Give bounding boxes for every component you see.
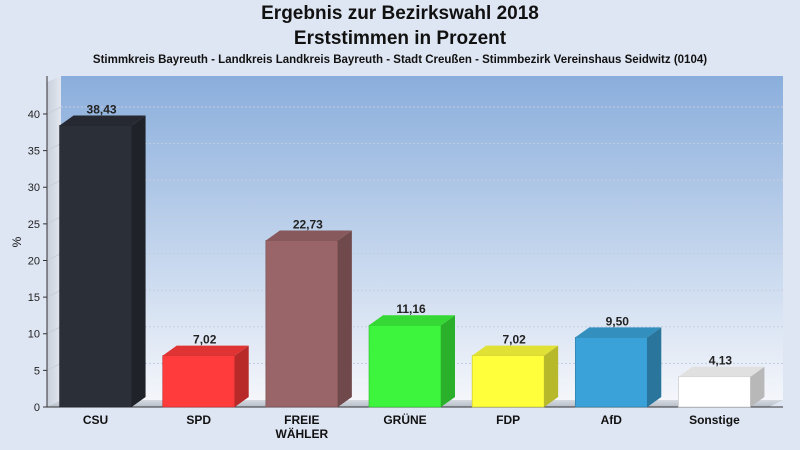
y-tick-label: 0 bbox=[34, 402, 40, 414]
gridline-side bbox=[46, 362, 62, 371]
y-tick-label: 40 bbox=[28, 109, 40, 121]
bar bbox=[59, 115, 146, 408]
bar bbox=[678, 366, 765, 408]
bar bbox=[368, 315, 455, 408]
bar-side bbox=[441, 315, 455, 407]
x-tick-label: GRÜNE bbox=[383, 412, 426, 427]
bar-side bbox=[647, 327, 662, 407]
bar-value-label: 4,13 bbox=[709, 354, 733, 368]
y-tick-label: 30 bbox=[28, 182, 40, 194]
bar-front bbox=[162, 355, 236, 408]
bar-top bbox=[575, 327, 662, 338]
plot-side-wall bbox=[47, 76, 61, 407]
gridline-side bbox=[46, 179, 62, 188]
bar-top bbox=[162, 345, 249, 356]
bar-front bbox=[471, 355, 545, 408]
x-tick-label: FDP bbox=[496, 413, 520, 427]
x-tick-label: FREIE bbox=[284, 413, 319, 427]
bar-value-label: 11,16 bbox=[396, 302, 426, 316]
y-tick-label: 5 bbox=[34, 365, 40, 377]
bar-value-label: 38,43 bbox=[87, 102, 117, 116]
bar-side bbox=[337, 230, 352, 407]
bar-top bbox=[265, 230, 352, 241]
gridline-side bbox=[46, 253, 62, 261]
bar bbox=[574, 327, 662, 408]
bar-value-label: 9,50 bbox=[606, 314, 630, 328]
x-tick-label: CSU bbox=[83, 413, 108, 427]
bar-value-label: 7,02 bbox=[193, 333, 217, 347]
bar bbox=[162, 345, 249, 408]
bar-front bbox=[265, 240, 339, 408]
y-axis-label: % bbox=[10, 236, 24, 247]
x-tick-label: AfD bbox=[601, 413, 623, 427]
x-tick-label: SPD bbox=[186, 413, 211, 427]
bar-top bbox=[472, 345, 559, 356]
y-tick-label: 25 bbox=[28, 219, 40, 231]
gridline-side bbox=[46, 326, 62, 335]
chart-district-subtitle: Stimmkreis Bayreuth - Landkreis Landkrei… bbox=[92, 54, 708, 66]
bar-side bbox=[234, 345, 249, 407]
bar-top bbox=[369, 315, 455, 326]
bar-front bbox=[59, 125, 132, 408]
bar-side bbox=[750, 366, 765, 407]
gridline-side bbox=[46, 289, 62, 298]
bar-side bbox=[544, 345, 559, 407]
gridline-side bbox=[46, 143, 62, 152]
bar-front bbox=[574, 337, 648, 408]
gridline-side bbox=[46, 216, 62, 225]
bar bbox=[265, 230, 352, 408]
bar-value-label: 7,02 bbox=[502, 333, 526, 347]
bar-front bbox=[368, 324, 442, 408]
y-tick-label: 10 bbox=[28, 329, 40, 341]
bar-top bbox=[59, 115, 146, 126]
x-tick-label: WÄHLER bbox=[276, 426, 329, 441]
bar-side bbox=[131, 115, 146, 407]
bar bbox=[471, 345, 559, 408]
x-tick-label: Sonstige bbox=[689, 413, 740, 427]
y-tick-label: 20 bbox=[28, 255, 40, 267]
gridline-side bbox=[46, 106, 62, 115]
chart-title: Ergebnis zur Bezirkswahl 2018 bbox=[261, 3, 539, 24]
bar-top bbox=[678, 366, 765, 377]
chart-subtitle: Erststimmen in Prozent bbox=[293, 28, 507, 49]
y-tick-label: 15 bbox=[28, 292, 40, 304]
y-tick-label: 35 bbox=[28, 146, 40, 158]
bar-value-label: 22,73 bbox=[293, 217, 323, 231]
bar-front bbox=[678, 376, 751, 408]
